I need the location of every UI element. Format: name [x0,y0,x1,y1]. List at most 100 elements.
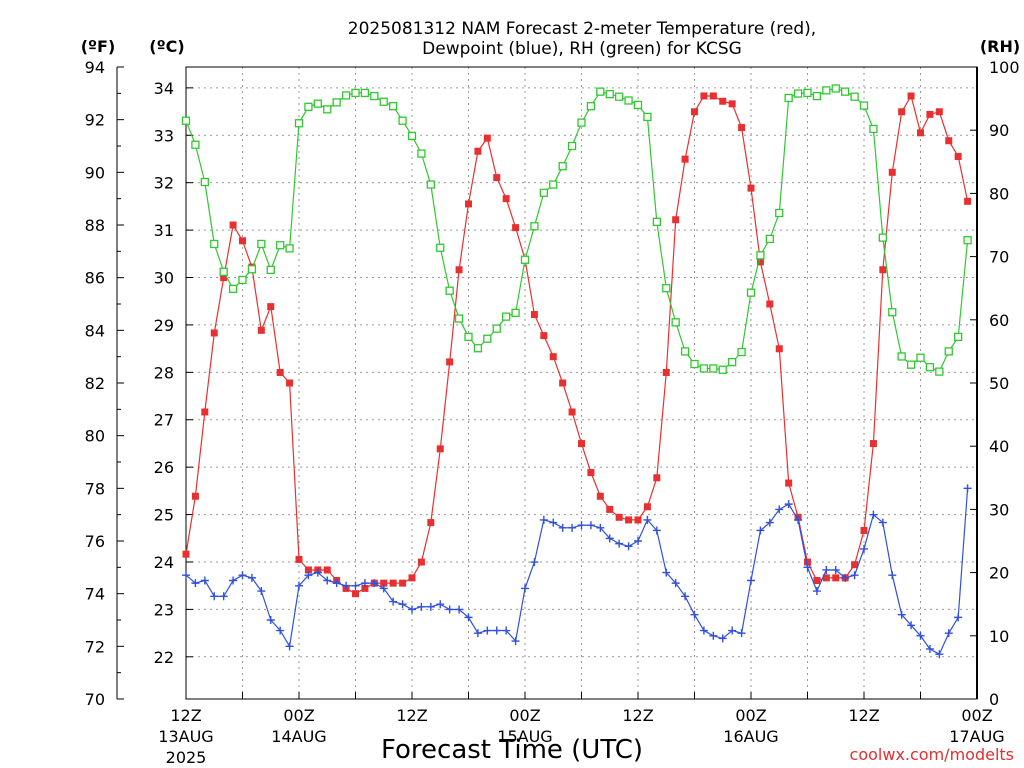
temperature-point [813,577,821,584]
fahrenheit-tick-label: 76 [85,532,105,551]
rh-point [257,239,266,249]
rh-point [605,90,614,99]
temperature-point [747,184,755,192]
rh-point [567,141,577,151]
dewpoint-point [191,579,200,588]
dewpoint-point [549,518,558,527]
rh-point [916,353,925,362]
dewpoint-point [342,581,351,590]
dewpoint-point [379,584,388,593]
dewpoint-point [737,629,746,638]
dewpoint-point [784,500,793,509]
dewpoint-point [464,613,473,622]
rh-point [765,234,774,244]
dewpoint-point [577,521,586,530]
rh-point [549,180,558,189]
temperature-point [945,137,953,145]
celsius-tick-label: 23 [154,600,174,619]
rh-point [181,116,191,125]
x-tick-label: 00Z [509,706,540,725]
fahrenheit-unit-label: (ºF) [81,37,116,56]
rh-point [436,243,445,252]
rh-point [671,318,680,327]
x-tick-date: 14AUG [271,727,326,746]
rh-point [615,92,624,101]
dewpoint-point [568,523,577,532]
rh-point [935,367,944,376]
temperature-point [361,584,369,592]
rh-point [483,334,492,343]
rh-point [850,92,859,101]
dewpoint-point [681,592,690,601]
rh-point [294,119,304,128]
temperature-point [474,147,482,155]
temperature-point [804,558,811,566]
rh-point [502,312,511,321]
dewpoint-point [313,568,322,577]
rh-point [633,100,643,110]
rh-point [228,284,238,293]
temperature-point [191,492,199,500]
temperature-point [700,92,708,100]
dewpoint-point [436,600,445,609]
dewpoint-point [944,629,953,638]
temperature-point [352,590,359,598]
temperature-point [568,408,576,416]
temperature-point [229,221,237,229]
temperature-point [954,153,962,161]
temperature-point [643,503,651,511]
temperature-point [304,566,312,574]
x-tick-year: 2025 [166,748,207,767]
dewpoint-point [643,515,652,524]
rh-point [426,180,435,189]
rh-tick-label: 100 [989,58,1020,77]
dewpoint-point [624,542,633,551]
rh-tick-label: 40 [989,437,1009,456]
celsius-tick-label: 34 [154,79,174,98]
temperature-point [530,311,538,319]
x-tick-label: 12Z [622,706,653,725]
temperature-point [276,368,284,376]
dewpoint-point [850,571,859,580]
rh-point [699,364,709,373]
x-axis-title: Forecast Time (UTC) [381,735,643,765]
rh-point [596,87,605,96]
chart-title: 2025081312 NAM Forecast 2-meter Temperat… [348,19,816,39]
rh-point [925,363,935,372]
x-tick-date: 17AUG [949,727,1004,746]
rh-point [728,357,737,367]
dewpoint-point [295,581,303,590]
temperature-point [653,474,661,482]
dewpoint-point [323,576,332,585]
rh-point [831,84,840,93]
rh-point [954,332,963,342]
dewpoint-point [897,610,906,619]
temperature-point [879,266,887,274]
fahrenheit-tick-label: 74 [85,585,105,604]
rh-point [313,99,322,108]
temperature-point [512,224,520,232]
temperature-line [185,94,969,595]
temperature-point [465,200,472,208]
dewpoint-point [558,523,567,532]
celsius-tick-label: 28 [154,363,174,382]
temperature-point [822,574,830,582]
rh-tick-label: 90 [989,121,1009,140]
temperature-point [596,492,604,500]
temperature-point [662,368,670,376]
fahrenheit-tick-label: 88 [85,216,105,235]
dewpoint-point [370,579,379,588]
rh-tick-label: 10 [989,627,1009,646]
dewpoint-point [671,579,680,588]
dewpoint-point [210,592,219,601]
rh-point [464,332,473,342]
temperature-point [502,195,510,203]
dewpoint-point [229,576,238,585]
rh-point [520,255,530,264]
rh-point [718,365,727,374]
x-tick-label: 12Z [396,706,427,725]
fahrenheit-tick-label: 94 [85,58,105,77]
rh-point [407,131,417,141]
dewpoint-point [539,515,548,524]
rh-tick-label: 50 [989,374,1009,393]
